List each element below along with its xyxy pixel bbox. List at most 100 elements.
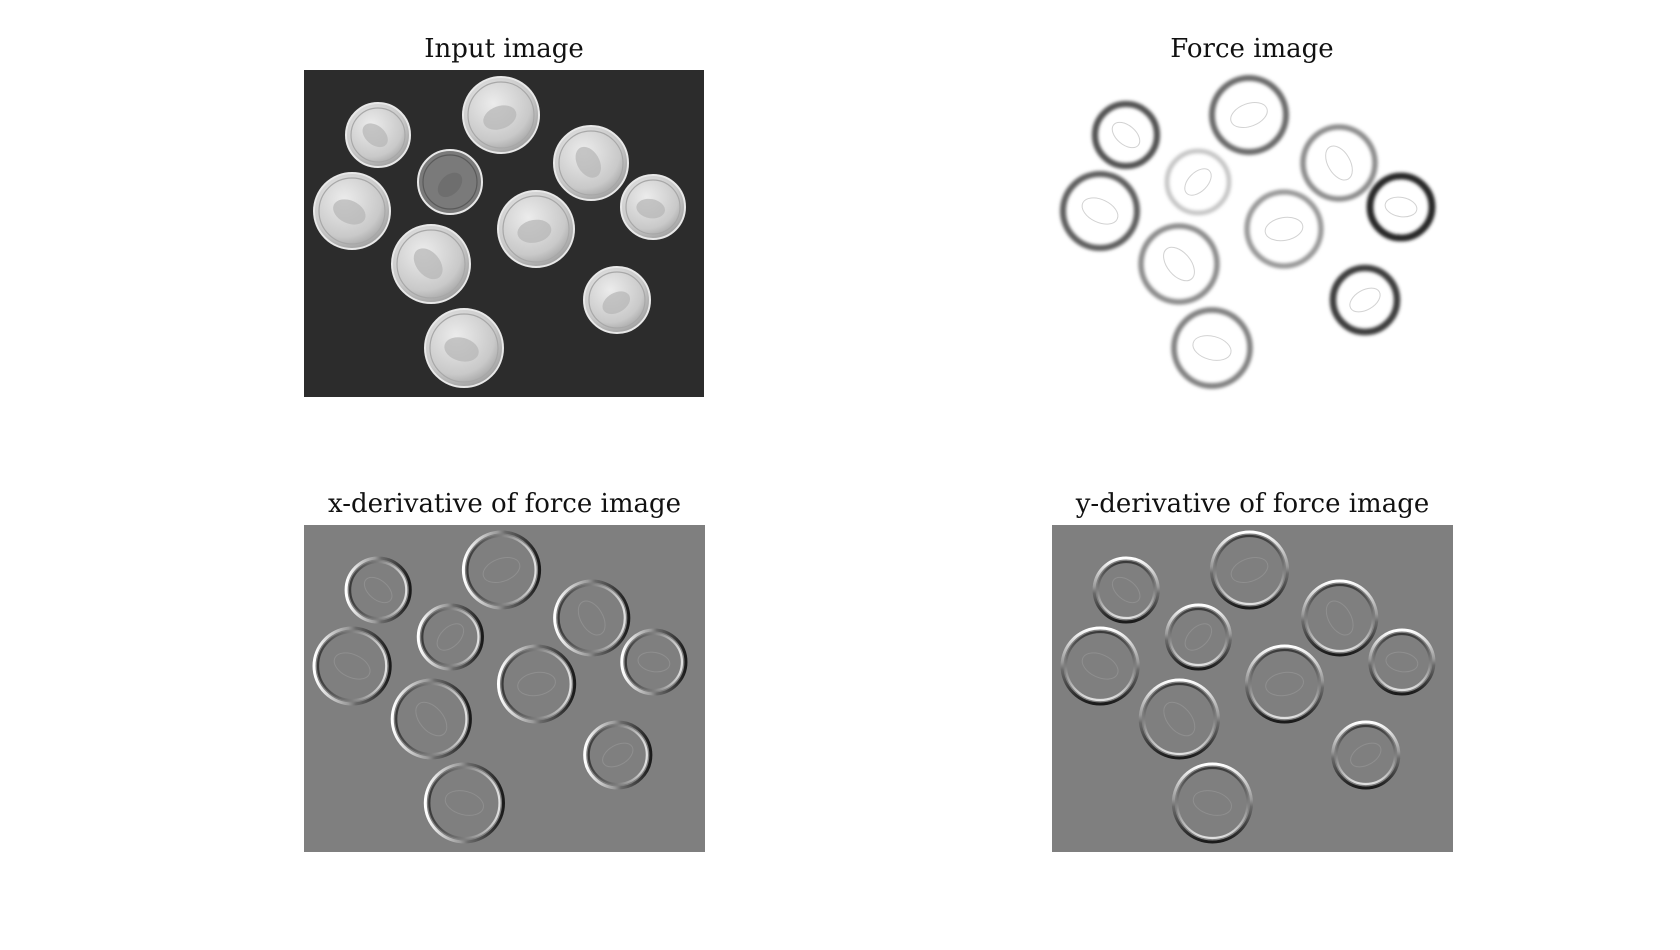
edge-ring-outer bbox=[1331, 720, 1401, 790]
force-ring bbox=[1366, 172, 1436, 242]
edge-ghost-detail bbox=[1350, 742, 1382, 768]
edge-ring-inner bbox=[1249, 648, 1320, 720]
force-ghost-detail bbox=[1111, 121, 1141, 149]
force-ring bbox=[1091, 100, 1161, 170]
edge-ring-outer bbox=[1092, 556, 1160, 624]
edge-ghost-detail bbox=[1081, 652, 1119, 680]
panel-input-image: Input image bbox=[304, 34, 704, 397]
force-ring bbox=[1171, 307, 1253, 389]
edge-ring-inner bbox=[501, 648, 572, 720]
edge-ring-inner bbox=[624, 632, 684, 692]
edge-ghost-detail bbox=[415, 701, 448, 737]
force-ghost-detail bbox=[1349, 287, 1381, 313]
coin-rim bbox=[396, 229, 466, 299]
panel-title: Force image bbox=[1170, 34, 1334, 64]
force-ring bbox=[1138, 223, 1220, 305]
edge-ring-outer bbox=[496, 644, 577, 724]
coin-rim bbox=[588, 271, 646, 329]
force-ring bbox=[1059, 170, 1141, 252]
coin-relief bbox=[517, 219, 552, 243]
edge-ring-inner bbox=[1305, 583, 1374, 653]
panel-y-derivative: y-derivative of force image bbox=[1052, 489, 1453, 852]
edge-ghost-detail bbox=[517, 671, 556, 697]
coin-relief bbox=[575, 146, 601, 178]
edge-ring-outer bbox=[1244, 644, 1325, 724]
edge-ring-inner bbox=[1143, 682, 1216, 756]
edge-ring-outer bbox=[344, 556, 412, 624]
coin-relief bbox=[413, 248, 443, 280]
edge-ring-inner bbox=[428, 766, 501, 840]
force-ring bbox=[1164, 148, 1232, 216]
force-image-canvas bbox=[1052, 70, 1452, 397]
edge-ring-inner bbox=[466, 534, 537, 606]
force-image bbox=[1052, 70, 1452, 397]
edge-ring-inner bbox=[1214, 534, 1285, 606]
coin-relief bbox=[444, 337, 479, 362]
coin-relief bbox=[636, 198, 665, 219]
coin-relief bbox=[333, 199, 366, 225]
x-derivative-image bbox=[304, 525, 705, 852]
edge-ghost-detail bbox=[363, 576, 393, 604]
force-ghost-detail bbox=[1384, 196, 1418, 218]
input-coins-image bbox=[304, 70, 704, 397]
y-derivative-image bbox=[1052, 525, 1453, 852]
edge-ring-inner bbox=[587, 724, 648, 786]
edge-ring-inner bbox=[1169, 607, 1228, 667]
edge-ring-outer bbox=[1138, 678, 1220, 760]
edge-ring-outer bbox=[583, 720, 653, 790]
edge-ghost-detail bbox=[482, 556, 521, 584]
edge-ring-inner bbox=[1064, 630, 1136, 702]
edge-ring-outer bbox=[390, 678, 472, 760]
edge-ring-outer bbox=[620, 628, 688, 696]
coin-rim bbox=[558, 130, 624, 196]
force-ghost-detail bbox=[1184, 168, 1212, 196]
input-image-canvas bbox=[304, 70, 704, 397]
edge-ring-inner bbox=[1097, 560, 1156, 620]
edge-ring-inner bbox=[557, 583, 626, 653]
force-ghost-detail bbox=[1264, 216, 1304, 242]
y-derivative-canvas bbox=[1052, 525, 1453, 852]
edge-ring-inner bbox=[1176, 766, 1249, 840]
edge-ghost-detail bbox=[1192, 790, 1233, 816]
force-ring bbox=[1329, 264, 1401, 336]
coin-rim bbox=[429, 313, 499, 383]
edge-ring-outer bbox=[312, 626, 392, 706]
coin-relief bbox=[483, 105, 517, 130]
coin-rim bbox=[502, 195, 570, 263]
edge-ghost-detail bbox=[637, 651, 671, 673]
edge-ghost-detail bbox=[1385, 651, 1419, 673]
edge-ghost-detail bbox=[1163, 701, 1196, 737]
edge-ghost-detail bbox=[1230, 556, 1269, 584]
edge-ring-outer bbox=[1209, 530, 1290, 610]
edge-ghost-detail bbox=[1184, 623, 1213, 651]
force-ghost-detail bbox=[1230, 101, 1268, 129]
panel-title: y-derivative of force image bbox=[1075, 489, 1430, 519]
coin-relief bbox=[437, 172, 463, 198]
coin-rim bbox=[467, 81, 535, 149]
edge-ring-outer bbox=[1368, 628, 1436, 696]
coin-relief bbox=[602, 291, 631, 315]
force-ring bbox=[1300, 124, 1378, 202]
force-ghost-detail bbox=[1163, 246, 1195, 282]
edge-ring-inner bbox=[421, 607, 480, 667]
edge-ring-inner bbox=[1372, 632, 1432, 692]
edge-ring-outer bbox=[423, 762, 506, 844]
panel-force-image: Force image bbox=[1052, 34, 1452, 397]
panel-title: x-derivative of force image bbox=[327, 489, 682, 519]
edge-ghost-detail bbox=[1325, 600, 1354, 636]
force-ghost-detail bbox=[1325, 145, 1353, 181]
coin-rim bbox=[422, 154, 478, 210]
panel-title: Input image bbox=[424, 34, 584, 64]
force-ring bbox=[1244, 189, 1324, 269]
edge-ring-outer bbox=[553, 579, 631, 657]
edge-ring-outer bbox=[1060, 626, 1140, 706]
edge-ring-inner bbox=[349, 560, 408, 620]
edge-ring-inner bbox=[1335, 724, 1396, 786]
edge-ring-outer bbox=[1301, 579, 1379, 657]
edge-ring-inner bbox=[316, 630, 388, 702]
edge-ghost-detail bbox=[333, 652, 371, 680]
coin-rim bbox=[350, 107, 406, 163]
edge-ring-outer bbox=[416, 603, 484, 671]
edge-ring-inner bbox=[395, 682, 468, 756]
coin-rim bbox=[625, 179, 681, 235]
